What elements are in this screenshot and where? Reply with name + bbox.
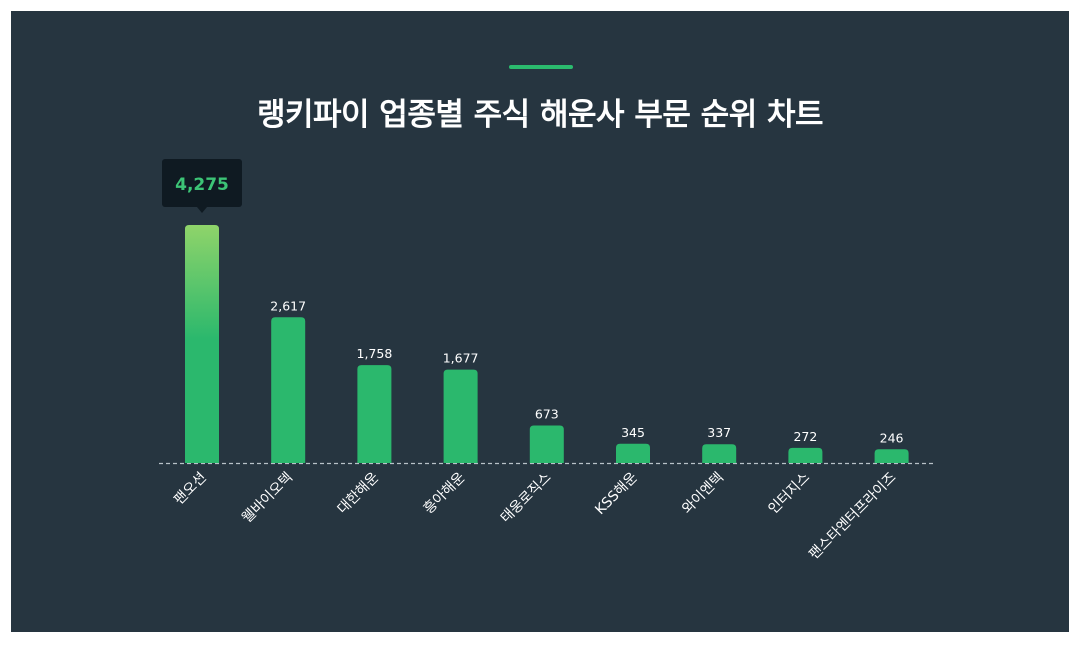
chart-panel: 랭키파이 업종별 주식 해운사 부문 순위 차트 4,275 팬오션 2,617 웰바…	[11, 11, 1069, 632]
data-label: 272	[793, 429, 817, 444]
bar	[529, 425, 564, 463]
category-label: 팬오션	[171, 470, 210, 509]
category-label: 인터지스	[765, 469, 813, 517]
data-label: 246	[880, 430, 904, 445]
bar	[443, 369, 478, 463]
bar-chart: 4,275 팬오션 2,617 웰바이오텍 1,758 대한해운 1,677 흥아해운 673 태…	[159, 159, 933, 563]
category-label: 와이엔텍	[679, 470, 727, 518]
bar	[874, 449, 909, 463]
category-label: 대한해운	[334, 469, 382, 517]
category-label: 웰바이오텍	[239, 470, 296, 527]
bar	[357, 365, 392, 463]
bar	[271, 317, 306, 463]
data-label: 1,758	[357, 346, 393, 361]
bar	[788, 447, 823, 463]
bar	[185, 225, 219, 463]
category-label: 팬스타엔터프라이즈	[806, 469, 899, 562]
data-label: 337	[707, 425, 731, 440]
category-label: 태웅로직스	[498, 469, 555, 526]
category-label: KSS해운	[592, 469, 641, 518]
category-label: 흥아해운	[421, 469, 469, 517]
value-tooltip	[162, 159, 242, 207]
data-label: 345	[621, 425, 645, 440]
tooltip-pointer	[197, 207, 207, 213]
data-label: 1,677	[443, 351, 479, 366]
bar	[616, 443, 650, 463]
chart-title: 랭키파이 업종별 주식 해운사 부문 순위 차트	[256, 97, 824, 133]
data-label: 4,275	[175, 175, 229, 195]
data-label: 673	[535, 407, 559, 422]
data-label: 2,617	[270, 298, 306, 313]
title-accent-bar	[509, 65, 573, 69]
bar	[702, 444, 737, 463]
